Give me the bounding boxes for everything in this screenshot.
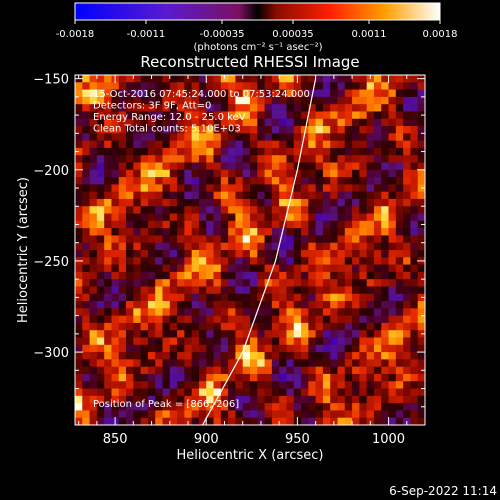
x-axis-label: Heliocentric X (arcsec) — [177, 448, 324, 463]
annotation-line: Clean Total counts: 5.10E+03 — [93, 124, 241, 135]
x-tick-label: 900 — [194, 432, 219, 447]
annotation-line: Energy Range: 12.0 - 25.0 keV — [93, 112, 246, 123]
axis-ticks: 850 900 950 1000 −150 −200 −250 −300 — [33, 73, 426, 447]
annotation-line: Detectors: 3F 9F, Att=0 — [93, 101, 211, 112]
x-tick-label: 1000 — [372, 432, 405, 447]
colorbar-ticks: -0.0018 -0.0011 -0.00035 0.00035 0.0011 0.001… — [56, 20, 458, 40]
y-tick-label: −300 — [33, 346, 69, 361]
y-axis-label: Heliocentric Y (arcsec) — [16, 177, 31, 323]
x-tick-label: 850 — [103, 432, 128, 447]
colorbar-units: (photons cm⁻² s⁻¹ asec⁻²) — [193, 42, 322, 53]
colorbar-tick-label: -0.0011 — [127, 29, 166, 40]
colorbar-tick-label: 0.0011 — [352, 29, 387, 40]
colorbar-gradient — [74, 2, 441, 21]
plot-frame — [74, 74, 426, 426]
colorbar-tick-label: 0.0018 — [423, 29, 458, 40]
y-tick-label: −150 — [33, 73, 69, 88]
heatmap — [75, 75, 425, 425]
annotation-block: 15-Oct-2016 07:45:24.000 to 07:53:24.000… — [93, 89, 310, 135]
colorbar-tick-label: 0.00035 — [272, 29, 313, 40]
x-tick-label: 950 — [285, 432, 310, 447]
annotation-line: 15-Oct-2016 07:45:24.000 to 07:53:24.000 — [93, 89, 310, 100]
solar-limb-curve — [202, 78, 317, 425]
peak-position-label: Position of Peak = [866,-206] — [93, 399, 239, 410]
chart-title: Reconstructed RHESSI Image — [140, 53, 359, 71]
render-timestamp: 6-Sep-2022 11:14 — [389, 484, 497, 498]
colorbar-tick-label: -0.0018 — [56, 29, 95, 40]
y-tick-label: −250 — [33, 255, 69, 270]
colorbar-tick-label: -0.00035 — [200, 29, 245, 40]
y-tick-label: −200 — [33, 164, 69, 179]
colorbar: -0.0018 -0.0011 -0.00035 0.00035 0.0011 0.001… — [56, 2, 458, 53]
